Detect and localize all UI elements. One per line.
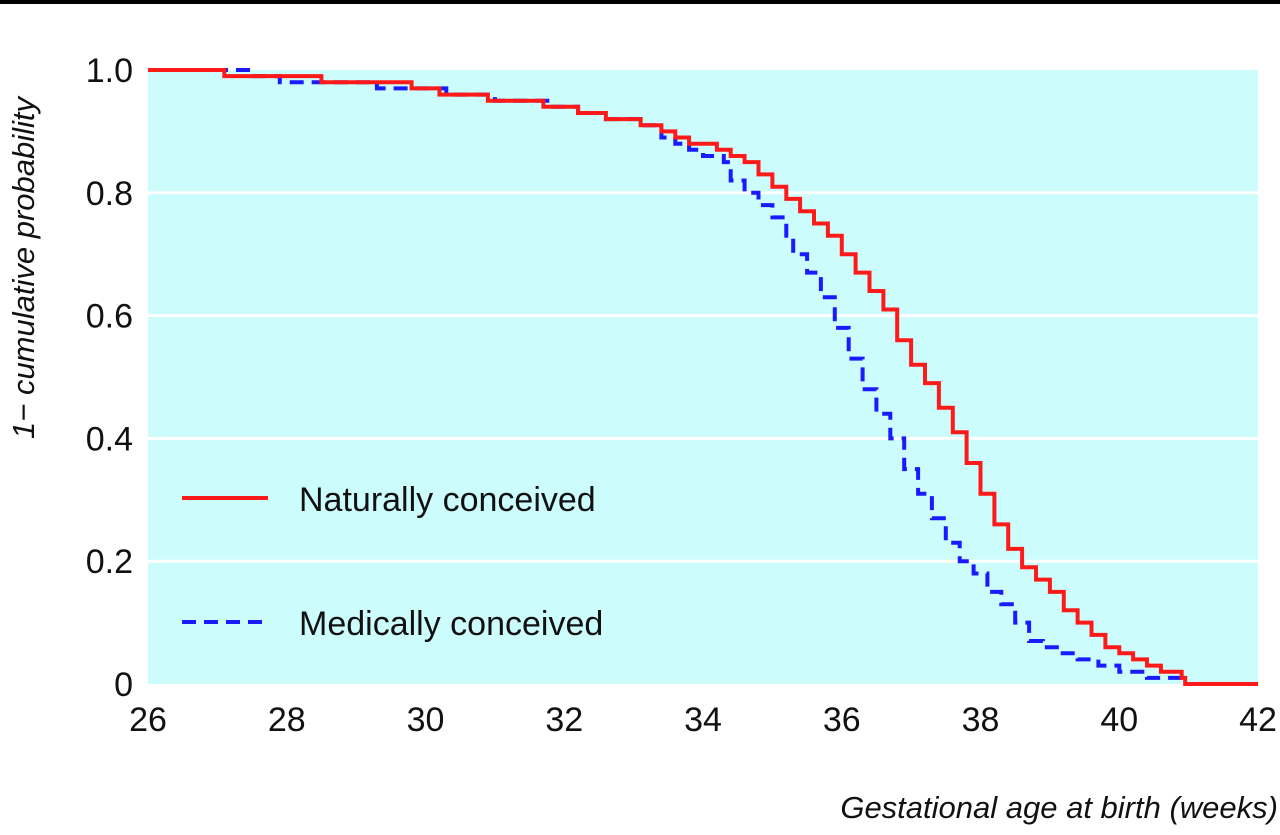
x-tick-label: 40: [1100, 701, 1138, 739]
y-tick-label: 0.2: [86, 543, 133, 581]
x-tick-label: 26: [129, 701, 167, 739]
x-tick-label: 34: [684, 701, 722, 739]
top-rule: [0, 0, 1280, 4]
y-tick-label: 1.0: [86, 52, 133, 90]
x-tick-label: 28: [268, 701, 306, 739]
y-tick-label: 0.6: [86, 298, 133, 336]
y-axis-ticks: 0 0.2 0.4 0.6 0.8 1.0: [86, 52, 133, 704]
series-lines: [148, 68, 1258, 686]
y-tick-label: 0.4: [86, 420, 133, 458]
x-axis-ticks: 26 28 30 32 34 36 38 40 42: [129, 701, 1277, 739]
legend-label-naturally: Naturally conceived: [299, 481, 596, 519]
y-tick-label: 0.8: [86, 175, 133, 213]
gridlines: [148, 191, 1258, 563]
plot-background: [148, 70, 1258, 684]
legend-label-medically: Medically conceived: [299, 605, 603, 643]
x-tick-label: 42: [1239, 701, 1277, 739]
y-tick-label: 0: [114, 666, 133, 704]
x-tick-label: 36: [823, 701, 861, 739]
x-axis-title: Gestational age at birth (weeks): [840, 790, 1278, 825]
x-tick-label: 32: [545, 701, 583, 739]
x-tick-label: 30: [407, 701, 445, 739]
series-line-naturally-conceived: [148, 68, 1258, 686]
x-tick-label: 38: [962, 701, 1000, 739]
legend: Naturally conceived Medically conceived: [182, 481, 603, 643]
y-axis-title: 1− cumulative probability: [6, 94, 41, 439]
